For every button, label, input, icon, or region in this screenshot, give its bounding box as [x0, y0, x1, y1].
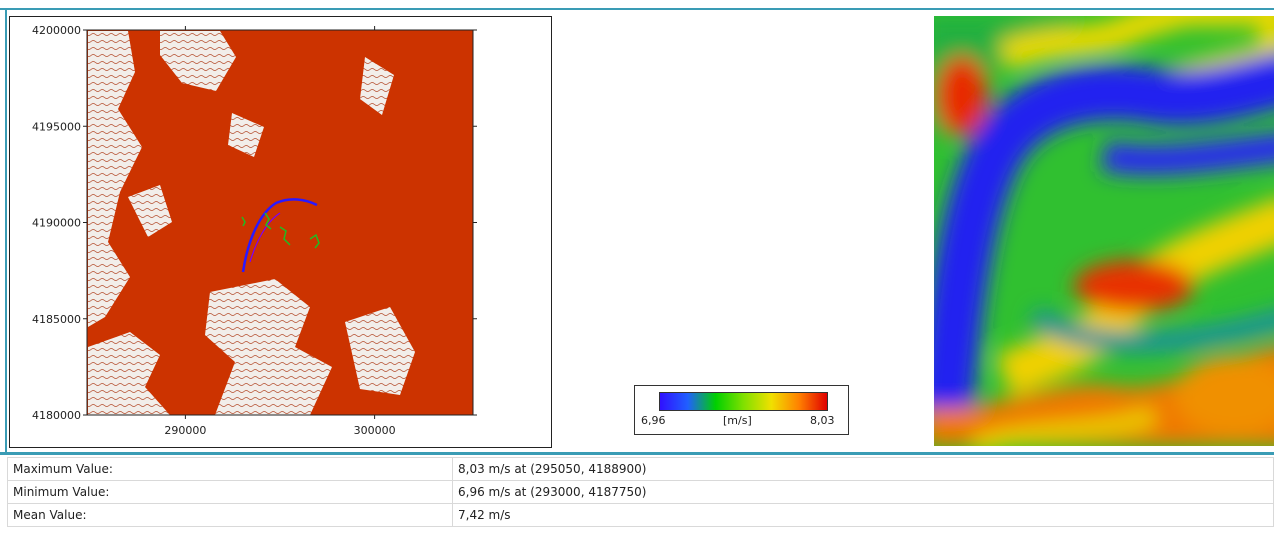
y-tick-label: 4200000	[32, 24, 81, 37]
contour-region-southwest	[88, 332, 170, 415]
frame-left-border	[5, 8, 7, 454]
contour-region-southeast	[345, 307, 415, 395]
heatmap-hotspot-west	[936, 56, 988, 136]
contour-region-west	[88, 31, 142, 327]
y-tick-label: 4195000	[32, 120, 81, 133]
table-row: Maximum Value: 8,03 m/s at (295050, 4188…	[7, 457, 1274, 481]
heatmap-blue-ridge-east	[1101, 133, 1274, 176]
stat-label: Minimum Value:	[7, 480, 453, 504]
wind-speed-heatmap[interactable]	[934, 16, 1274, 446]
axis-ticks: 4200000 4195000 4190000 4185000 4180000 29000…	[32, 24, 477, 437]
heatmap-hotspot-center	[1074, 260, 1194, 312]
low-speed-ridge	[241, 198, 318, 273]
heatmap-orange-southeast	[1174, 356, 1274, 436]
table-row: Minimum Value: 6,96 m/s at (293000, 4187…	[7, 480, 1274, 504]
x-tick-label: 300000	[354, 424, 396, 437]
legend-colorbar	[659, 392, 828, 411]
statistics-table: Maximum Value: 8,03 m/s at (295050, 4188…	[7, 457, 1274, 527]
frame-bottom-border	[0, 452, 1274, 455]
table-row: Mean Value: 7,42 m/s	[7, 503, 1274, 527]
heatmap-yellow-band-north	[998, 16, 1274, 111]
stat-value: 7,42 m/s	[452, 503, 1274, 527]
heatmap-yellow-south	[971, 407, 1157, 446]
stat-value: 6,96 m/s at (293000, 4187750)	[452, 480, 1274, 504]
color-legend: 6,96 [m/s] 8,03	[634, 385, 849, 435]
contour-region-south	[205, 279, 332, 415]
x-tick-label: 290000	[164, 424, 206, 437]
low-speed-ridge-detail	[249, 212, 281, 263]
contour-region-northeast	[360, 57, 394, 115]
y-tick-label: 4185000	[32, 313, 81, 326]
y-tick-label: 4180000	[32, 409, 81, 422]
terrain-map[interactable]: 4200000 4195000 4190000 4185000 4180000 29000…	[10, 17, 551, 447]
y-tick-label: 4190000	[32, 217, 81, 230]
contour-patch-west	[128, 185, 172, 237]
legend-unit-label: [m/s]	[723, 414, 752, 427]
heatmap-blue-ridge	[934, 52, 1274, 419]
frame-top-border	[0, 8, 1274, 10]
mid-speed-patch-3	[309, 233, 320, 249]
stat-label: Mean Value:	[7, 503, 453, 527]
stat-value: 8,03 m/s at (295050, 4188900)	[452, 457, 1274, 481]
heatmap-cyan-band	[1028, 307, 1274, 353]
mid-speed-patch-2	[279, 226, 291, 246]
contour-region-north	[160, 31, 236, 91]
mid-speed-patch-4	[241, 216, 246, 227]
legend-max-label: 8,03	[810, 414, 835, 427]
terrain-map-panel: 4200000 4195000 4190000 4185000 4180000 29000…	[9, 16, 552, 448]
mid-speed-patch-1	[264, 212, 272, 230]
legend-min-label: 6,96	[641, 414, 666, 427]
stat-label: Maximum Value:	[7, 457, 453, 481]
contour-patch-center	[228, 113, 264, 157]
